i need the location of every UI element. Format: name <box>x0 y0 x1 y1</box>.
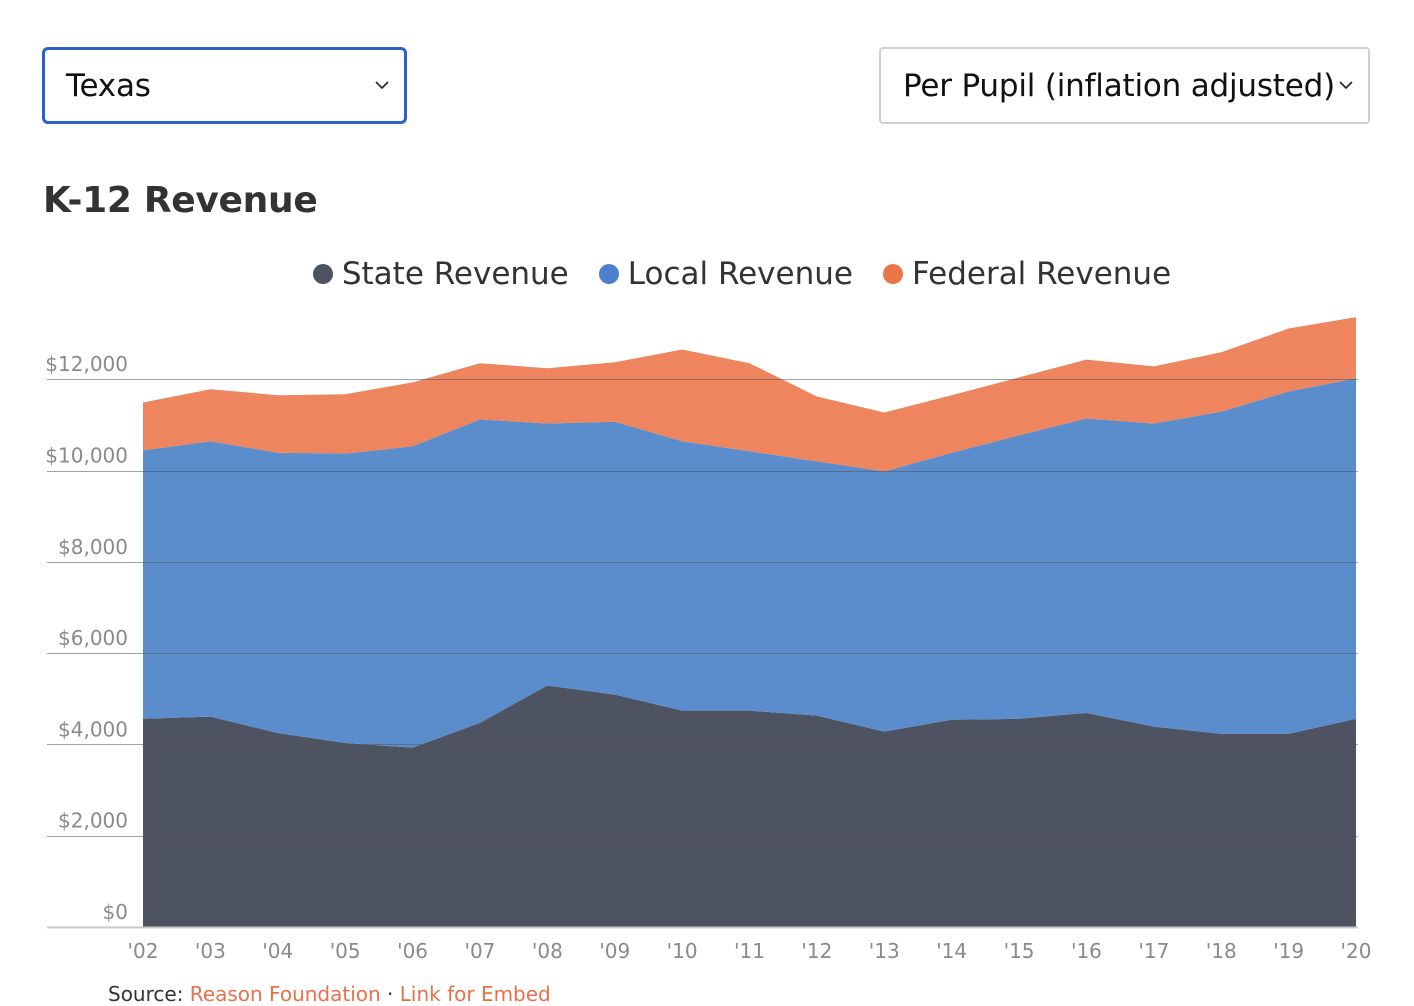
y-tick-label: $8,000 <box>58 535 128 559</box>
y-tick-label: $2,000 <box>58 809 128 833</box>
measure-select-value: Per Pupil (inflation adjusted) <box>903 67 1336 104</box>
x-tick-label: '02 <box>128 939 159 963</box>
x-tick-label: '05 <box>330 939 361 963</box>
legend-item-local[interactable]: Local Revenue <box>598 256 853 292</box>
embed-link[interactable]: Link for Embed <box>399 982 551 1006</box>
legend-item-state[interactable]: State Revenue <box>312 256 569 292</box>
y-tick-label: $0 <box>103 900 128 924</box>
legend-dot-federal <box>882 264 903 284</box>
y-tick-label: $12,000 <box>45 352 128 376</box>
source-prefix: Source: <box>108 982 190 1006</box>
x-tick-label: '17 <box>1138 939 1169 963</box>
measure-select[interactable]: Per Pupil (inflation adjusted) <box>879 47 1370 124</box>
x-tick-label: '15 <box>1004 939 1035 963</box>
legend-item-federal[interactable]: Federal Revenue <box>882 256 1172 292</box>
x-axis-labels: '02 '03 '04 '05 '06 '07 '08 '09 '10 '11 '12 '13 '14 '… <box>128 939 1372 963</box>
area-federal-revenue[interactable] <box>143 317 1356 472</box>
chevron-down-icon <box>1339 80 1353 89</box>
x-tick-label: '20 <box>1341 939 1372 963</box>
area-state-revenue[interactable] <box>143 685 1356 928</box>
state-select[interactable]: Texas <box>42 47 407 124</box>
state-select-value: Texas <box>66 67 151 104</box>
y-axis-labels: $0 $2,000 $4,000 $6,000 $8,000 $10,000 $12,000 <box>45 352 128 924</box>
x-tick-label: '03 <box>195 939 226 963</box>
x-tick-label: '09 <box>599 939 630 963</box>
x-tick-label: '12 <box>801 939 832 963</box>
chart-title: K-12 Revenue <box>43 180 318 221</box>
x-tick-label: '04 <box>262 939 293 963</box>
x-tick-label: '11 <box>734 939 765 963</box>
legend-dot-local <box>598 264 619 284</box>
areas-layer <box>143 317 1356 927</box>
source-line: Source: Reason Foundation · Link for Emb… <box>108 982 551 1006</box>
x-tick-label: '06 <box>397 939 428 963</box>
y-tick-label: $4,000 <box>58 717 128 741</box>
chevron-down-icon <box>375 80 389 89</box>
x-tick-label: '07 <box>464 939 495 963</box>
x-tick-label: '16 <box>1071 939 1102 963</box>
y-tick-label: $6,000 <box>58 626 128 650</box>
x-tick-label: '08 <box>532 939 563 963</box>
x-tick-label: '19 <box>1273 939 1304 963</box>
legend-label-state: State Revenue <box>341 256 569 292</box>
legend-label-federal: Federal Revenue <box>911 256 1172 292</box>
x-tick-label: '13 <box>869 939 900 963</box>
grid-layer <box>47 379 1358 929</box>
x-tick-label: '10 <box>667 939 698 963</box>
source-separator: · <box>380 982 400 1006</box>
legend-label-local: Local Revenue <box>627 256 853 292</box>
y-tick-label: $10,000 <box>45 444 128 468</box>
x-tick-label: '18 <box>1206 939 1237 963</box>
legend-dot-state <box>312 264 333 284</box>
source-link[interactable]: Reason Foundation <box>189 982 381 1006</box>
x-tick-label: '14 <box>936 939 967 963</box>
chart-legend: State Revenue Local Revenue Federal Reve… <box>0 256 1414 292</box>
